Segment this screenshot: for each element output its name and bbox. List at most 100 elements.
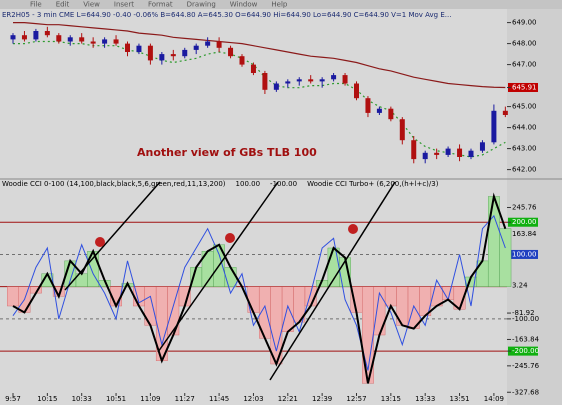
candle-body: [90, 41, 96, 44]
candle-body: [308, 79, 314, 82]
candle-body: [33, 31, 39, 40]
candle-body: [102, 39, 108, 44]
menu-item[interactable]: Format: [148, 1, 173, 9]
y-tick-label: -327.68: [512, 388, 539, 396]
candle-body: [113, 39, 119, 44]
arrow-icon: [95, 237, 105, 247]
candle-body: [319, 79, 325, 82]
y-tick-label: -245.76: [512, 362, 540, 370]
candle-body: [388, 108, 394, 120]
candle-body: [365, 98, 371, 113]
x-tick-label: 11:09: [140, 395, 160, 403]
candle-body: [273, 83, 279, 90]
candle-body: [250, 64, 256, 73]
y-tick-label: 648.00: [512, 40, 537, 48]
candle-body: [422, 152, 428, 160]
chart-header: ER2H05 - 3 min CME L=644.90 -0.40 -0.06%…: [2, 11, 451, 19]
series-line: [12, 214, 506, 371]
plot-layer: 649.00 648.00 647.00 645.91 645.00 644.00 643.…: [0, 19, 540, 403]
menu-item[interactable]: Insert: [114, 1, 134, 9]
candle-body: [411, 140, 417, 160]
histogram-bar: [281, 286, 294, 332]
menu-item[interactable]: Edit: [56, 1, 70, 9]
candle-body: [205, 41, 211, 46]
x-tick-label: 12:03: [243, 395, 263, 403]
x-tick-label: 11:27: [175, 395, 195, 403]
arrow-icon: [348, 224, 358, 234]
candle-body: [136, 45, 142, 52]
candle-body: [216, 41, 222, 48]
y-tick-label: 642.00: [512, 166, 537, 174]
trend-line: [64, 181, 161, 291]
histogram-bar: [327, 247, 340, 287]
candle-body: [354, 83, 359, 99]
menu-item[interactable]: View: [83, 1, 100, 9]
price-axis: [507, 9, 562, 405]
drawn-trend-lines: [64, 181, 396, 381]
y-tick-label: -163.84: [512, 335, 540, 343]
histogram-bar: [7, 286, 19, 307]
menu-item[interactable]: Window: [230, 1, 258, 9]
value-highlight: [508, 217, 538, 227]
x-tick-label: 14:09: [484, 395, 504, 403]
x-tick-label: 11:45: [209, 395, 229, 403]
candle-body: [79, 37, 85, 42]
x-tick-label: 10:51: [106, 395, 126, 403]
indicator-header: -100.00: [270, 180, 297, 188]
candle-body: [170, 54, 176, 57]
y-tick-label: 100.00: [512, 250, 537, 258]
x-tick-label: 10:33: [72, 395, 92, 403]
candle-body: [182, 49, 188, 57]
histogram-bar: [476, 260, 489, 287]
indicator-header: Woodie CCI 0-100 (14,100,black,black,5,6…: [2, 180, 226, 188]
indicator-header: 100.00: [236, 180, 261, 188]
y-tick-label: 644.00: [512, 124, 537, 132]
x-tick-label: 9:57: [5, 395, 21, 403]
series-line: [13, 22, 506, 89]
y-tick-label: 649.00: [512, 19, 537, 27]
candle-body: [285, 81, 291, 84]
candle-body: [296, 79, 302, 82]
y-tick-label: 163.84: [512, 230, 537, 238]
y-tick-label: 645.00: [512, 103, 537, 111]
value-highlight: [508, 82, 538, 92]
series-line: [13, 40, 506, 158]
candle-body: [331, 75, 337, 80]
menu-item[interactable]: File: [30, 1, 42, 9]
menu-bar: [0, 0, 562, 9]
y-tick-label: 643.00: [512, 145, 537, 153]
x-tick-label: 10:15: [37, 395, 57, 403]
y-tick-label: -81.92: [512, 309, 535, 317]
y-tick-label: -100.00: [512, 315, 539, 323]
value-highlight: [508, 346, 538, 356]
candle-body: [457, 148, 463, 157]
y-tick-label: 245.76: [512, 203, 537, 211]
candle-body: [468, 150, 474, 157]
y-tick-label: 200.00: [512, 218, 537, 226]
x-tick-label: 12:21: [278, 395, 298, 403]
trend-line: [269, 181, 396, 381]
menu-item[interactable]: Drawing: [187, 1, 216, 9]
candle-body: [125, 43, 130, 52]
value-highlight: [508, 249, 538, 259]
candle-body: [262, 73, 268, 90]
candle-body: [44, 31, 50, 36]
candle-body: [445, 148, 451, 155]
trend-line: [157, 181, 279, 353]
candle-body: [228, 47, 234, 57]
histogram-bar: [224, 267, 237, 287]
y-tick-label: -200.00: [512, 347, 539, 355]
arrow-icon: [225, 233, 235, 243]
x-tick-label: 13:33: [415, 395, 435, 403]
x-tick-label: 12:39: [312, 395, 332, 403]
candle-body: [56, 35, 62, 42]
candle-body: [67, 37, 73, 42]
candle-body: [502, 110, 508, 115]
candle-body: [147, 45, 153, 61]
x-tick-label: 13:51: [449, 395, 469, 403]
candle-body: [239, 56, 245, 65]
candle-body: [399, 119, 405, 141]
histogram-bar: [384, 286, 397, 307]
menu-item[interactable]: Help: [271, 1, 288, 9]
